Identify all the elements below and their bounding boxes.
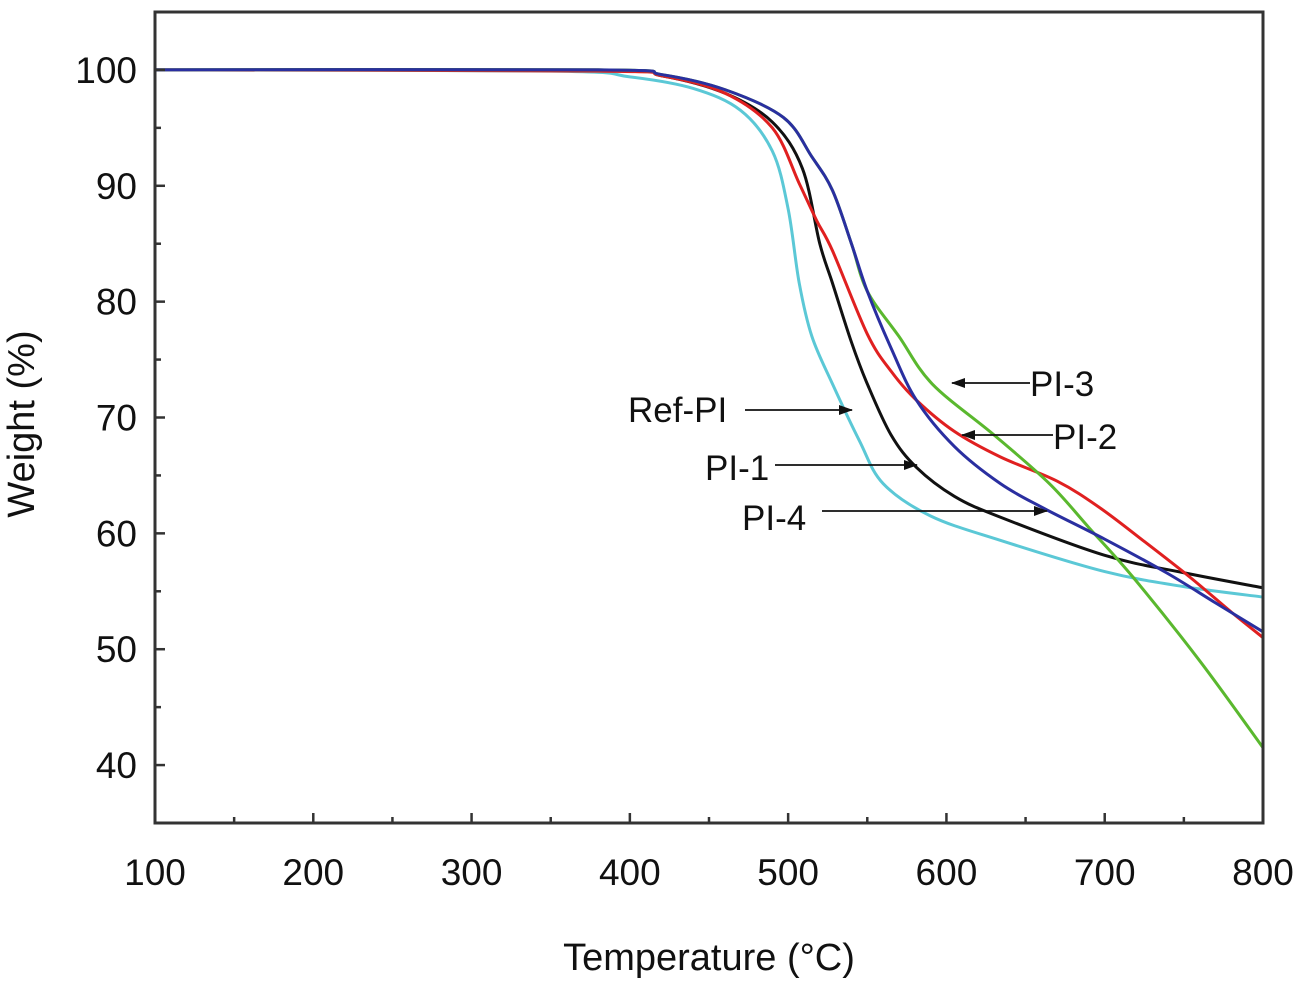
annotation-label: PI-3 [1030, 365, 1094, 404]
annotation-label: Ref-PI [628, 391, 727, 430]
x-tick-label: 800 [1232, 852, 1294, 893]
annotation-pi-1: PI-1 [705, 449, 918, 488]
annotation-label: PI-4 [742, 499, 806, 538]
x-tick-label: 300 [441, 852, 503, 893]
x-tick-label: 600 [916, 852, 978, 893]
annotation-label: PI-2 [1053, 418, 1117, 457]
y-tick-label: 50 [96, 629, 137, 670]
annotation-pi-3: PI-3 [951, 365, 1094, 404]
series-line-ref-pi [154, 68, 1264, 599]
x-tick-label: 400 [599, 852, 661, 893]
x-tick-label: 500 [757, 852, 819, 893]
y-axis-title: Weight (%) [1, 330, 43, 517]
x-tick-label: 100 [124, 852, 186, 893]
y-tick-label: 60 [96, 513, 137, 554]
x-tick-label: 200 [282, 852, 344, 893]
annotation-pi-2: PI-2 [961, 418, 1117, 457]
annotation-ref-pi: Ref-PI [628, 391, 853, 430]
annotation-label: PI-1 [705, 449, 769, 488]
ticks-layer: 100 200 300 400 500 600 700 800 40 50 60 70 80 90 100 [75, 10, 1294, 893]
series-line-pi-4 [154, 68, 1264, 634]
y-tick-label: 70 [96, 398, 137, 439]
y-tick-label: 80 [96, 282, 137, 323]
y-tick-label: 100 [75, 50, 137, 91]
y-tick-label: 40 [96, 745, 137, 786]
x-axis-title: Temperature (°C) [563, 937, 855, 979]
series-layer [154, 68, 1265, 749]
annotations: Ref-PI PI-1 PI-4 PI-3 PI-2 [628, 365, 1117, 538]
y-tick-label: 90 [96, 166, 137, 207]
series-line-pi-1 [154, 68, 1264, 590]
x-tick-label: 700 [1074, 852, 1136, 893]
annotation-pi-4: PI-4 [742, 499, 1048, 538]
